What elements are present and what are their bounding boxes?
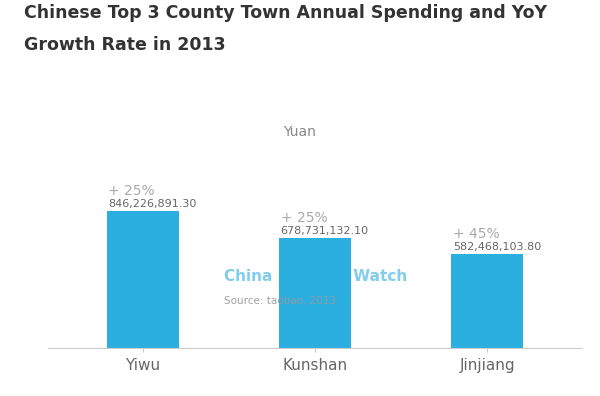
Text: + 25%: + 25% <box>108 184 155 198</box>
Bar <box>279 238 351 348</box>
Text: + 25%: + 25% <box>281 211 327 225</box>
Bar <box>451 254 523 348</box>
Text: 846,226,891.30: 846,226,891.30 <box>108 199 197 209</box>
Text: Source: taobao, 2013: Source: taobao, 2013 <box>224 296 336 306</box>
Text: Chinese Top 3 County Town Annual Spending and YoY: Chinese Top 3 County Town Annual Spendin… <box>24 4 547 22</box>
Text: 678,731,132.10: 678,731,132.10 <box>281 227 368 236</box>
Text: Yuan: Yuan <box>284 125 316 139</box>
Text: 582,468,103.80: 582,468,103.80 <box>453 242 541 252</box>
Bar <box>107 211 179 348</box>
Text: China Internet Watch: China Internet Watch <box>224 269 407 284</box>
Text: + 45%: + 45% <box>453 227 499 241</box>
Text: Growth Rate in 2013: Growth Rate in 2013 <box>24 36 226 53</box>
